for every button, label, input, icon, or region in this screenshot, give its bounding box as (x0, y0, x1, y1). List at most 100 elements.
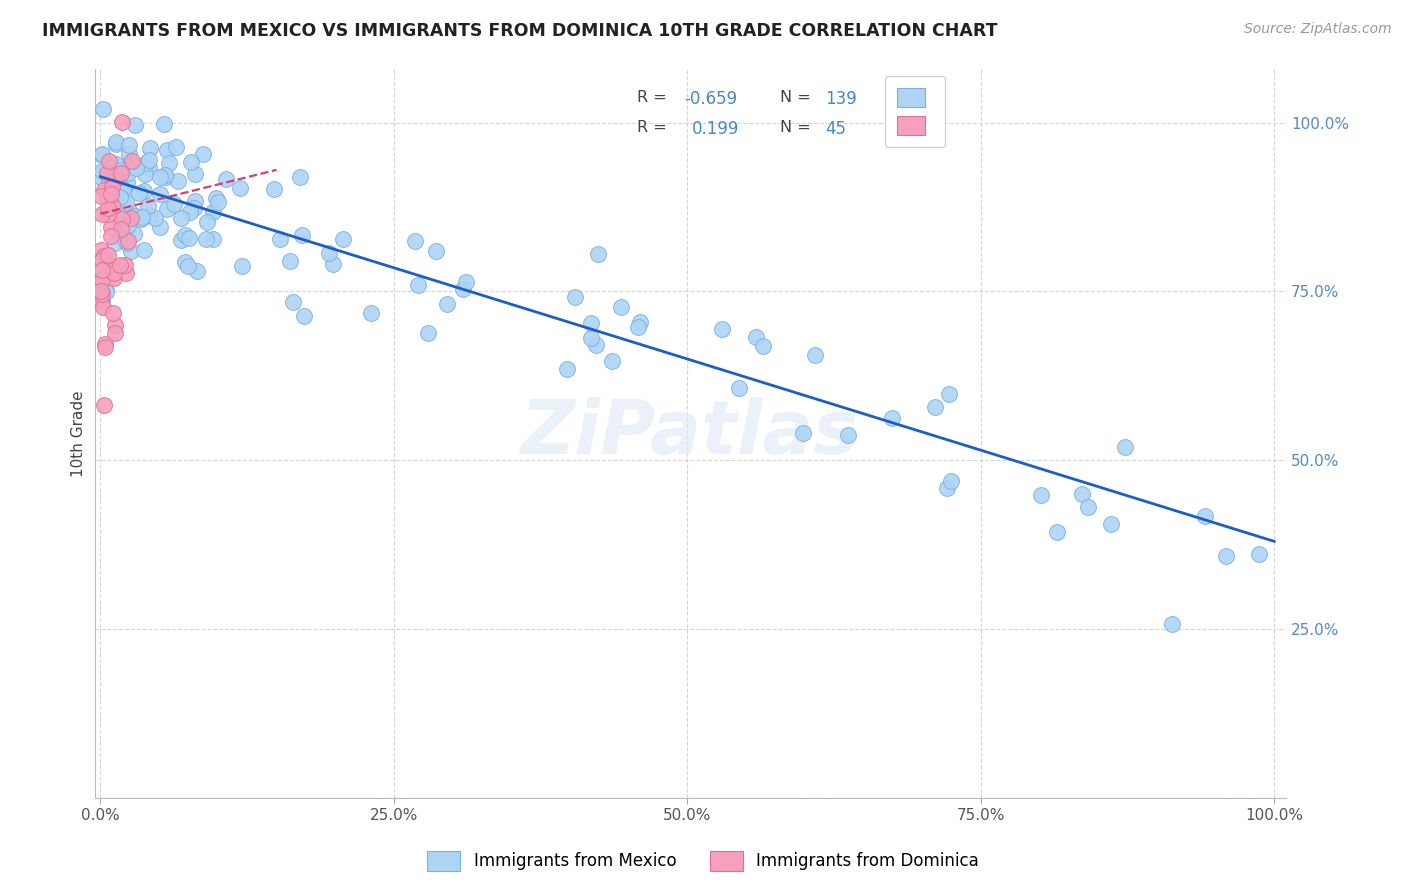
Point (118, 138, 141, 153)
Point (555, 362, 578, 376)
Point (96, 283, 118, 297)
Point (322, 257, 344, 271)
Point (263, 182, 285, 196)
Point (231, 259, 253, 273)
Point (1071, 487, 1094, 501)
Point (134, 167, 156, 181)
Point (107, 211, 129, 226)
Point (292, 309, 315, 323)
Point (360, 306, 382, 320)
Point (120, 205, 142, 219)
Point (91, 148, 114, 162)
Point (91, 102, 114, 116)
Point (90, 189, 112, 203)
Point (100, 259, 122, 273)
Text: 45: 45 (825, 120, 846, 137)
Point (103, 270, 125, 285)
Point (104, 172, 127, 186)
Point (728, 381, 751, 395)
Point (165, 140, 187, 154)
Point (177, 259, 200, 273)
Point (138, 161, 160, 175)
Point (600, 353, 623, 368)
Point (202, 231, 225, 245)
Point (128, 186, 150, 200)
Point (924, 400, 946, 414)
Point (90, 252, 112, 267)
Point (104, 235, 127, 250)
Point (96, 285, 118, 299)
Point (108, 190, 131, 204)
Point (93, 248, 115, 262)
Point (94, 336, 117, 351)
Point (124, 118, 146, 132)
Point (91, 271, 114, 285)
Point (938, 387, 960, 401)
Point (939, 474, 962, 488)
Point (173, 228, 195, 243)
Point (204, 191, 226, 205)
Legend: , : , (886, 76, 945, 147)
Point (138, 141, 160, 155)
Text: IMMIGRANTS FROM MEXICO VS IMMIGRANTS FROM DOMINICA 10TH GRADE CORRELATION CHART: IMMIGRANTS FROM MEXICO VS IMMIGRANTS FRO… (42, 22, 998, 40)
Point (138, 208, 160, 222)
Point (91, 300, 114, 314)
Point (121, 153, 143, 168)
Point (94, 340, 117, 354)
Point (100, 228, 122, 243)
Point (115, 194, 138, 209)
Point (97, 201, 120, 215)
Point (751, 339, 773, 353)
Point (269, 232, 291, 246)
Point (283, 295, 305, 310)
Point (97, 174, 120, 188)
Point (179, 231, 201, 245)
Point (118, 146, 141, 161)
Point (97, 207, 120, 221)
Point (610, 301, 633, 315)
Point (91, 263, 114, 277)
Point (628, 315, 651, 329)
Point (120, 211, 142, 225)
Point (143, 211, 166, 226)
Text: 139: 139 (825, 90, 856, 109)
Text: R =: R = (637, 120, 676, 135)
Point (1031, 488, 1053, 502)
Point (90, 244, 112, 258)
Point (90, 292, 112, 306)
Point (186, 264, 208, 278)
Point (215, 171, 238, 186)
Point (111, 182, 134, 196)
Point (112, 225, 135, 239)
Point (103, 318, 125, 332)
Point (1114, 440, 1136, 454)
Point (153, 168, 176, 182)
Point (93, 399, 115, 413)
Point (91, 170, 114, 185)
Point (101, 306, 124, 320)
Text: -0.659: -0.659 (685, 90, 737, 109)
Point (100, 180, 122, 194)
Point (191, 147, 214, 161)
Point (163, 197, 186, 211)
Point (117, 218, 139, 232)
Point (183, 202, 205, 216)
Point (90, 284, 112, 298)
Text: 0.199: 0.199 (692, 120, 738, 137)
Point (131, 212, 153, 227)
Point (138, 153, 160, 167)
Point (1247, 547, 1270, 561)
Point (105, 157, 128, 171)
Point (111, 192, 134, 206)
Point (229, 181, 252, 195)
Point (110, 222, 132, 236)
Point (149, 186, 172, 201)
Point (115, 234, 138, 248)
Point (454, 276, 477, 290)
Point (124, 209, 146, 223)
Text: N =: N = (779, 120, 815, 135)
Point (318, 246, 340, 260)
Point (579, 316, 602, 330)
Point (156, 143, 179, 157)
Point (125, 161, 148, 176)
